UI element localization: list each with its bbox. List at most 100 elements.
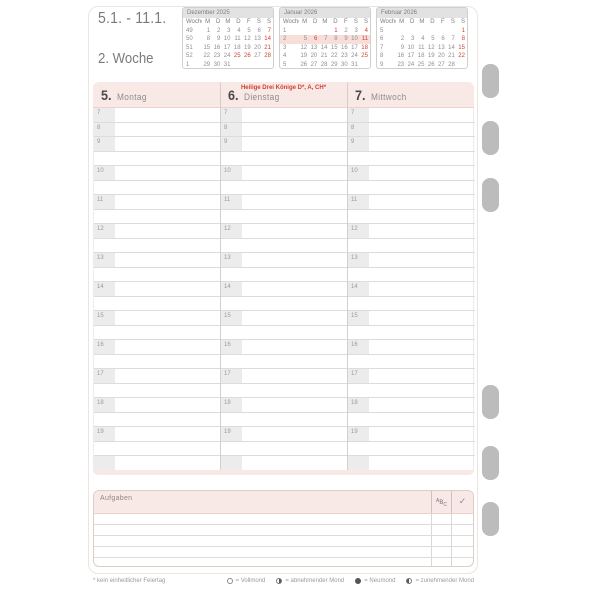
writing-line[interactable] xyxy=(115,413,221,427)
writing-line[interactable] xyxy=(115,398,221,412)
calendar-day[interactable]: 17 xyxy=(351,44,358,51)
writing-line[interactable] xyxy=(115,239,221,253)
task-priority-cell[interactable] xyxy=(431,558,451,566)
calendar-day[interactable]: 17 xyxy=(223,44,231,51)
writing-line[interactable] xyxy=(115,297,221,311)
writing-line[interactable] xyxy=(115,108,221,122)
calendar-day[interactable]: 10 xyxy=(351,36,358,42)
time-slot-row[interactable] xyxy=(348,442,475,457)
time-slot-row[interactable] xyxy=(221,413,348,428)
writing-line[interactable] xyxy=(115,181,221,195)
calendar-day[interactable]: 9 xyxy=(216,36,221,42)
writing-line[interactable] xyxy=(369,297,475,311)
time-slot-row[interactable]: 15 xyxy=(348,311,475,326)
calendar-day[interactable]: 2 xyxy=(216,27,221,34)
writing-line[interactable] xyxy=(242,239,348,253)
writing-line[interactable] xyxy=(369,224,475,238)
calendar-day[interactable]: 5 xyxy=(247,27,251,34)
writing-line[interactable] xyxy=(369,384,475,398)
task-row[interactable] xyxy=(94,547,473,558)
calendar-day[interactable]: 1 xyxy=(461,27,465,34)
time-slot-row[interactable] xyxy=(94,181,221,196)
calendar-day[interactable]: 31 xyxy=(223,61,231,68)
writing-line[interactable] xyxy=(369,442,475,456)
calendar-day[interactable]: 2 xyxy=(344,27,348,34)
time-slot-row[interactable] xyxy=(348,326,475,341)
time-slot-row[interactable]: 14 xyxy=(348,282,475,297)
time-slot-row[interactable]: 13 xyxy=(348,253,475,268)
calendar-day[interactable]: 2 xyxy=(400,36,405,42)
writing-line[interactable] xyxy=(369,152,475,166)
binder-tab[interactable] xyxy=(482,502,499,536)
calendar-day[interactable]: 13 xyxy=(310,44,318,51)
writing-line[interactable] xyxy=(242,384,348,398)
time-slot-row[interactable] xyxy=(348,384,475,399)
task-check-cell[interactable] xyxy=(451,558,473,566)
writing-line[interactable] xyxy=(369,282,475,296)
writing-line[interactable] xyxy=(115,384,221,398)
time-slot-row[interactable]: 10 xyxy=(221,166,348,181)
calendar-day[interactable]: 12 xyxy=(300,44,308,51)
writing-line[interactable] xyxy=(369,340,475,354)
calendar-day[interactable]: 30 xyxy=(213,61,221,68)
writing-line[interactable] xyxy=(115,152,221,166)
time-slot-row[interactable]: 10 xyxy=(94,166,221,181)
calendar-day[interactable]: 31 xyxy=(351,61,358,68)
time-slot-row[interactable]: 11 xyxy=(348,195,475,210)
writing-line[interactable] xyxy=(242,152,348,166)
task-check-cell[interactable] xyxy=(451,547,473,557)
calendar-day[interactable]: 14 xyxy=(320,44,328,51)
writing-line[interactable] xyxy=(242,268,348,282)
calendar-day[interactable]: 29 xyxy=(203,61,211,68)
writing-line[interactable] xyxy=(242,398,348,412)
calendar-day[interactable]: 28 xyxy=(320,61,328,68)
writing-line[interactable] xyxy=(115,195,221,209)
time-slot-row[interactable]: 9 xyxy=(348,137,475,152)
binder-tab[interactable] xyxy=(482,121,499,155)
calendar-day[interactable]: 1 xyxy=(206,27,211,34)
writing-line[interactable] xyxy=(115,442,221,456)
writing-line[interactable] xyxy=(242,427,348,441)
time-slot-row[interactable]: 15 xyxy=(221,311,348,326)
time-slot-row[interactable] xyxy=(94,152,221,167)
writing-line[interactable] xyxy=(369,108,475,122)
calendar-day[interactable]: 23 xyxy=(341,53,348,59)
writing-line[interactable] xyxy=(369,311,475,325)
day-header-mittwoch[interactable]: 7. Mittwoch xyxy=(347,82,474,107)
writing-line[interactable] xyxy=(115,369,221,383)
calendar-day[interactable]: 23 xyxy=(397,61,405,68)
writing-line[interactable] xyxy=(242,326,348,340)
time-slot-row[interactable] xyxy=(94,326,221,341)
time-slot-row[interactable]: 16 xyxy=(221,340,348,355)
time-slot-row[interactable] xyxy=(221,181,348,196)
time-slot-row[interactable]: 17 xyxy=(221,369,348,384)
time-slot-row[interactable]: 14 xyxy=(94,282,221,297)
calendar-day[interactable]: 26 xyxy=(427,61,435,68)
time-slot-row[interactable]: 8 xyxy=(221,122,348,138)
time-slot-row[interactable] xyxy=(94,210,221,225)
writing-line[interactable] xyxy=(242,311,348,325)
writing-line[interactable] xyxy=(369,166,475,180)
time-slot-row[interactable] xyxy=(221,268,348,283)
calendar-day[interactable]: 28 xyxy=(264,53,271,59)
writing-line[interactable] xyxy=(369,181,475,195)
calendar-day[interactable]: 29 xyxy=(330,61,338,68)
task-text-cell[interactable] xyxy=(94,536,431,546)
task-row[interactable] xyxy=(94,536,473,547)
calendar-day[interactable]: 19 xyxy=(244,44,251,51)
time-slot-row[interactable] xyxy=(348,456,475,470)
writing-line[interactable] xyxy=(242,442,348,456)
calendar-day[interactable]: 24 xyxy=(223,53,231,59)
calendar-day[interactable]: 20 xyxy=(254,44,261,51)
writing-line[interactable] xyxy=(115,253,221,267)
time-slot-row[interactable]: 12 xyxy=(94,224,221,239)
time-slot-row[interactable]: 17 xyxy=(94,369,221,384)
calendar-day[interactable]: 20 xyxy=(438,53,445,59)
calendar-day[interactable]: 3 xyxy=(227,27,231,34)
calendar-day[interactable]: 17 xyxy=(407,53,415,59)
time-slot-row[interactable] xyxy=(348,268,475,283)
time-slot-row[interactable]: 13 xyxy=(221,253,348,268)
calendar-day[interactable]: 8 xyxy=(461,36,465,42)
time-slot-row[interactable]: 16 xyxy=(348,340,475,355)
writing-line[interactable] xyxy=(369,398,475,412)
